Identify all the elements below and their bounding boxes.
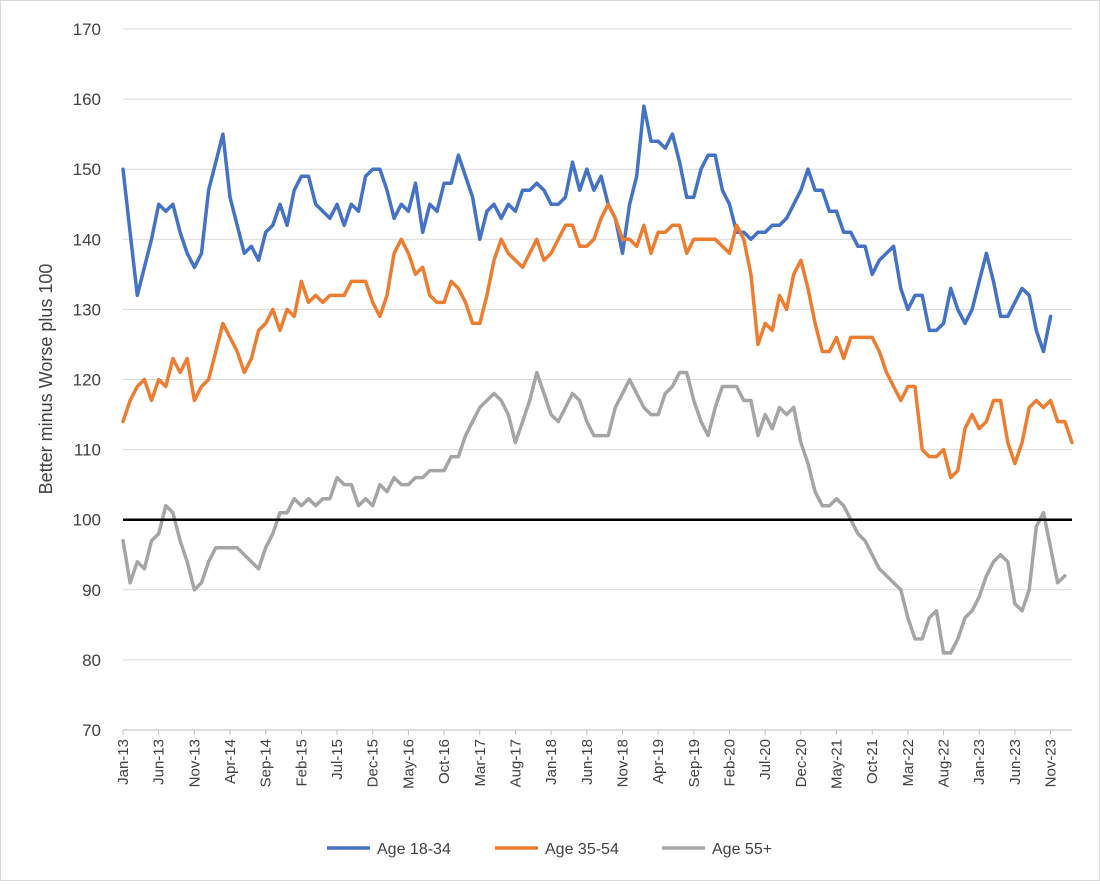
y-tick-label: 70 xyxy=(82,721,101,740)
x-axis-ticks: Jan-13 Jun-13 Nov-13 Apr-14 Sep-14 Feb-15 Jul-… xyxy=(115,730,1060,789)
y-tick-label: 120 xyxy=(73,371,101,390)
legend-item-2: Age 35-54 xyxy=(495,841,619,858)
y-tick-label: 110 xyxy=(74,441,101,460)
x-tick-label: Mar-22 xyxy=(900,739,917,787)
x-tick-label: Feb-20 xyxy=(722,739,739,787)
x-tick-label: Jan-13 xyxy=(115,739,132,785)
x-tick-label: May-16 xyxy=(400,739,417,789)
x-tick-label: Jul-15 xyxy=(329,739,346,780)
series-lines xyxy=(121,104,1074,655)
x-tick-label: Jun-23 xyxy=(1007,739,1024,785)
x-tick-label: Aug-17 xyxy=(507,739,524,787)
y-tick-label: 130 xyxy=(73,300,101,319)
legend-label: Age 18-34 xyxy=(377,841,451,858)
x-tick-label: Jun-13 xyxy=(151,739,168,785)
y-axis-title: Better minus Worse plus 100 xyxy=(36,264,56,495)
y-tick-label: 170 xyxy=(73,20,101,39)
x-tick-label: Dec-15 xyxy=(365,739,382,787)
x-tick-label: Jun-18 xyxy=(579,739,596,785)
y-tick-label: 80 xyxy=(82,651,101,670)
x-tick-label: Sep-19 xyxy=(686,739,703,787)
x-tick-label: Sep-14 xyxy=(258,739,275,787)
legend-label: Age 55+ xyxy=(712,841,772,858)
series-line-age-18-34 xyxy=(121,104,1053,354)
series-line-age-35-54 xyxy=(121,202,1074,480)
y-tick-label: 90 xyxy=(82,581,101,600)
y-tick-label: 100 xyxy=(73,511,101,530)
gridlines xyxy=(123,28,1072,661)
legend-label: Age 35-54 xyxy=(545,841,619,858)
x-tick-label: Jan-18 xyxy=(543,739,560,785)
x-tick-label: Nov-13 xyxy=(186,739,203,787)
x-tick-label: Nov-23 xyxy=(1043,739,1060,787)
y-axis-ticks: 70 80 90 100 110 120 130 140 150 160 170 xyxy=(73,20,101,740)
x-tick-label: Oct-21 xyxy=(864,739,881,784)
x-tick-label: Aug-22 xyxy=(936,739,953,787)
x-tick-label: Mar-17 xyxy=(472,739,489,787)
x-tick-label: Apr-14 xyxy=(222,739,239,784)
y-tick-label: 150 xyxy=(73,160,101,179)
legend-item-3: Age 55+ xyxy=(662,841,772,858)
y-tick-label: 160 xyxy=(73,90,101,109)
x-tick-label: Jan-23 xyxy=(971,739,988,785)
legend: Age 18-34 Age 35-54 Age 55+ xyxy=(327,841,772,858)
x-tick-label: Nov-18 xyxy=(614,739,631,787)
series-line-age-55 xyxy=(121,370,1067,655)
x-tick-label: Apr-19 xyxy=(650,739,667,784)
x-tick-label: May-21 xyxy=(829,739,846,789)
x-tick-label: Feb-15 xyxy=(293,739,310,787)
x-tick-label: Oct-16 xyxy=(436,739,453,784)
x-tick-label: Dec-20 xyxy=(793,739,810,787)
x-tick-label: Jul-20 xyxy=(757,739,774,780)
y-tick-label: 140 xyxy=(73,230,101,249)
legend-item-1: Age 18-34 xyxy=(327,841,451,858)
